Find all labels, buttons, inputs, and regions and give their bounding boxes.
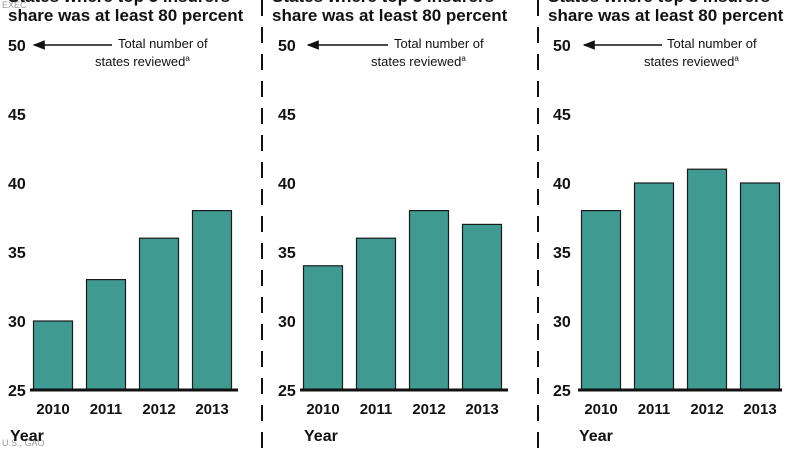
y-tick-label-1-35: 35 [8,245,26,262]
y-tick-label-3-40: 40 [553,176,571,193]
x-tick-label-1-2012: 2012 [142,401,175,418]
x-tick-label-2-2011: 2011 [360,401,393,418]
bar-1-2012 [138,237,180,391]
y-tick-label-1-50: 50 [8,38,26,55]
bar-1-2010 [32,320,74,391]
x-axis-label-1: Year [10,428,44,445]
annotation-line2-2: states revieweda [371,54,466,69]
annotation-line1-2: Total number of [394,36,484,51]
bar-2-2012 [408,210,450,391]
x-tick-label-3-2011: 2011 [638,401,671,418]
x-tick-label-3-2013: 2013 [743,401,776,418]
annotation-line1-1: Total number of [118,36,208,51]
chart-title-3: share was at least 80 percent [548,6,784,25]
bar-1-2013 [191,210,233,391]
watermark-top: EXEC [2,0,27,10]
y-tick-label-2-25: 25 [278,383,296,400]
chart-title-1: share was at least 80 percent [8,6,244,25]
x-axis-label-3: Year [579,428,613,445]
x-tick-label-1-2011: 2011 [90,401,123,418]
y-tick-label-1-25: 25 [8,383,26,400]
bar-2-2010 [302,265,344,391]
bar-3-2010 [580,210,622,391]
y-tick-label-2-40: 40 [278,176,296,193]
y-tick-label-3-35: 35 [553,245,571,262]
y-tick-label-2-50: 50 [278,38,296,55]
chart-title-partial-3: States where top 5 insurers [548,0,770,6]
x-tick-label-3-2010: 2010 [584,401,617,418]
y-tick-label-3-45: 45 [553,107,571,124]
chart-title-partial-1: States where top 5 insurers [8,0,230,6]
chart-title-2: share was at least 80 percent [272,6,508,25]
bar-2-2013 [461,223,503,391]
x-tick-label-1-2010: 2010 [36,401,69,418]
y-tick-label-2-30: 30 [278,314,296,331]
bar-3-2011 [633,182,675,391]
annotation-line2-3: states revieweda [644,54,739,69]
y-tick-label-1-45: 45 [8,107,26,124]
y-tick-label-1-30: 30 [8,314,26,331]
bar-2-2011 [355,237,397,391]
annotation-line1-3: Total number of [667,36,757,51]
annotation-line2-1: states revieweda [95,54,190,69]
x-tick-label-2-2013: 2013 [465,401,498,418]
y-tick-label-3-25: 25 [553,383,571,400]
y-tick-label-1-40: 40 [8,176,26,193]
x-axis-label-2: Year [304,428,338,445]
x-tick-label-2-2010: 2010 [306,401,339,418]
y-tick-label-2-35: 35 [278,245,296,262]
y-tick-label-3-30: 30 [553,314,571,331]
bar-3-2012 [686,168,728,391]
x-tick-label-2-2012: 2012 [412,401,445,418]
watermark-bottom: U.S., GAO [2,438,45,448]
y-tick-label-2-45: 45 [278,107,296,124]
y-tick-label-3-50: 50 [553,38,571,55]
x-tick-label-1-2013: 2013 [195,401,228,418]
bar-3-2013 [739,182,781,391]
x-tick-label-3-2012: 2012 [690,401,723,418]
bar-1-2011 [85,279,127,391]
chart-title-partial-2: States where top 3 insurers [272,0,494,6]
